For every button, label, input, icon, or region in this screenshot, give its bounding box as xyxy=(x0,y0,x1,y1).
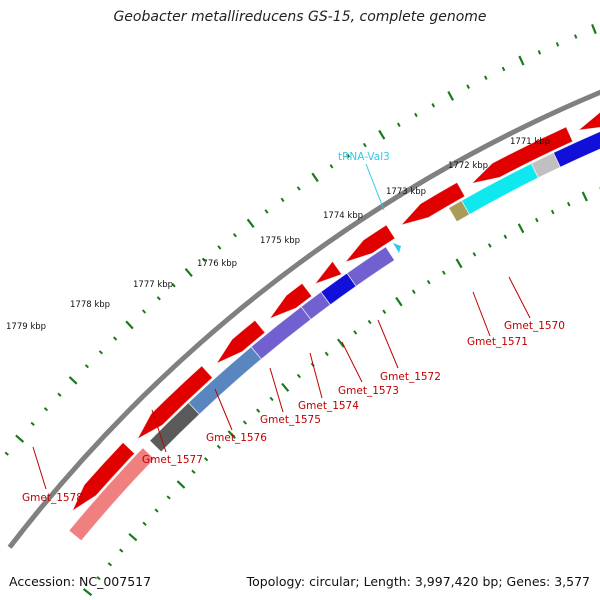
forward-gene[interactable] xyxy=(470,126,574,185)
gene-label[interactable]: Gmet_1574 xyxy=(298,400,359,412)
gene-labels: Gmet_1570 Gmet_1571 Gmet_1572 Gmet_1573 Gmet… xyxy=(22,276,565,504)
outer-tick-ring xyxy=(4,23,597,456)
position-label: 1772 kbp xyxy=(448,161,488,171)
gene-leader-line xyxy=(341,341,363,383)
forward-gene[interactable] xyxy=(268,282,313,320)
accession-text: Accession: NC_007517 xyxy=(9,574,152,589)
reverse-gene[interactable] xyxy=(68,447,155,542)
gene-label[interactable]: Gmet_1571 xyxy=(467,336,528,348)
gene-label[interactable]: Gmet_1575 xyxy=(260,414,321,426)
position-label: 1773 kbp xyxy=(386,187,426,197)
gene-leader-line xyxy=(309,352,323,399)
genome-stats-text: Topology: circular; Length: 3,997,420 bp… xyxy=(246,574,590,589)
gene-leader-line xyxy=(377,319,399,369)
trna-label[interactable]: tRNA-Val3 xyxy=(338,151,390,163)
forward-gene[interactable] xyxy=(344,224,396,263)
position-label: 1776 kbp xyxy=(197,259,237,269)
gene-label[interactable]: Gmet_1577 xyxy=(142,454,203,466)
position-label: 1777 kbp xyxy=(133,280,173,290)
forward-gene[interactable] xyxy=(71,441,136,512)
gene-label[interactable]: Gmet_1573 xyxy=(338,385,399,397)
trna-feature[interactable]: tRNA-Val3 xyxy=(338,151,401,253)
gene-label[interactable]: Gmet_1578 xyxy=(22,492,83,504)
reverse-gene[interactable] xyxy=(552,33,600,168)
position-label: 1774 kbp xyxy=(323,211,363,221)
gene-label[interactable]: Gmet_1572 xyxy=(380,371,441,383)
trna-marker[interactable] xyxy=(393,243,401,253)
map-title: Geobacter metallireducens GS-15, complet… xyxy=(113,9,487,25)
genome-backbone xyxy=(7,89,600,549)
gene-label[interactable]: Gmet_1570 xyxy=(504,320,565,332)
position-labels: 1771 kbp 1772 kbp 1773 kbp 1774 kbp 1775 kbp… xyxy=(6,137,550,332)
position-label: 1775 kbp xyxy=(260,236,300,246)
position-label: 1771 kbp xyxy=(510,137,550,147)
forward-gene[interactable] xyxy=(313,260,343,285)
forward-gene[interactable] xyxy=(136,365,214,441)
gene-leader-line xyxy=(214,388,233,431)
gene-leader-line xyxy=(508,276,531,319)
gene-track xyxy=(68,33,600,542)
position-label: 1778 kbp xyxy=(70,300,110,310)
forward-gene[interactable] xyxy=(577,84,600,131)
gene-leader-line xyxy=(32,446,47,490)
forward-gene[interactable] xyxy=(399,181,466,226)
gene-leader-line xyxy=(151,409,167,453)
trna-leader-line xyxy=(365,163,385,211)
forward-gene[interactable] xyxy=(215,319,266,365)
gene-leader-line xyxy=(472,291,491,337)
gene-label[interactable]: Gmet_1576 xyxy=(206,432,267,444)
gene-leader-line xyxy=(269,367,284,413)
position-label: 1779 kbp xyxy=(6,322,46,332)
reverse-gene[interactable] xyxy=(346,246,396,287)
